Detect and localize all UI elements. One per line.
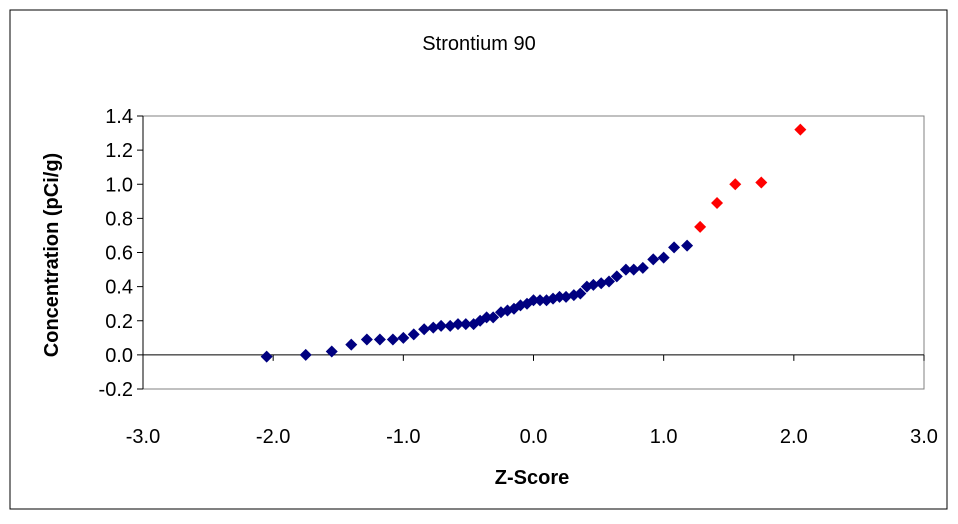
data-points	[260, 123, 807, 363]
data-point-highlighted	[694, 220, 707, 233]
data-point	[386, 333, 399, 346]
data-point-highlighted	[729, 178, 742, 191]
chart-title: Strontium 90	[422, 33, 535, 55]
y-tick-label: 0.2	[105, 311, 133, 333]
data-point	[459, 318, 472, 331]
data-point	[636, 261, 649, 274]
y-axis-title: Concentration (pCi/g)	[41, 153, 63, 357]
y-tick-label: 0.4	[105, 277, 133, 299]
data-point	[407, 328, 420, 341]
x-tick-label: -2.0	[256, 426, 290, 448]
data-point	[452, 318, 465, 331]
data-point	[345, 338, 358, 351]
data-point	[360, 333, 373, 346]
data-point	[668, 241, 681, 254]
data-point	[435, 319, 448, 332]
x-tick-label: -3.0	[126, 426, 160, 448]
data-point	[480, 311, 493, 324]
data-point	[560, 290, 573, 303]
data-point	[681, 239, 694, 252]
plot-area	[142, 115, 925, 390]
data-point	[325, 345, 338, 358]
data-point	[602, 275, 615, 288]
x-axis-title: Z-Score	[495, 467, 569, 489]
y-tick-label: -0.2	[99, 379, 133, 401]
x-tick-label: -1.0	[386, 426, 420, 448]
y-tick-label: 0.0	[105, 345, 133, 367]
y-tick-label: 1.0	[105, 174, 133, 196]
data-point-highlighted	[755, 176, 768, 189]
data-point	[299, 348, 312, 361]
data-point	[397, 331, 410, 344]
data-point	[610, 270, 623, 283]
y-tick-label: 0.6	[105, 243, 133, 265]
data-point	[418, 323, 431, 336]
data-point	[619, 263, 632, 276]
data-point	[627, 263, 640, 276]
data-point	[487, 311, 500, 324]
data-point	[373, 333, 386, 346]
data-point-highlighted	[711, 197, 724, 210]
data-point	[574, 287, 587, 300]
data-point	[553, 290, 566, 303]
x-tick-label: 2.0	[780, 426, 808, 448]
data-point	[527, 294, 540, 307]
data-point	[427, 321, 440, 334]
data-point	[657, 251, 670, 264]
y-axis: -0.2 0.0 0.2 0.4 0.6 0.8 1.0 1.2 1.4	[99, 106, 144, 401]
y-tick-label: 1.2	[105, 140, 133, 162]
data-point-highlighted	[794, 123, 807, 136]
x-tick-label: 3.0	[910, 426, 938, 448]
data-point	[587, 278, 600, 291]
x-axis: -3.0 -2.0 -1.0 0.0 1.0 2.0 3.0	[126, 354, 938, 448]
data-point	[647, 253, 660, 266]
data-point	[260, 350, 273, 363]
y-tick-label: 0.8	[105, 208, 133, 230]
data-point	[534, 294, 547, 307]
x-tick-label: 0.0	[520, 426, 548, 448]
x-tick-label: 1.0	[650, 426, 678, 448]
y-tick-label: 1.4	[105, 106, 133, 128]
data-point	[595, 277, 608, 290]
data-point	[444, 319, 457, 332]
